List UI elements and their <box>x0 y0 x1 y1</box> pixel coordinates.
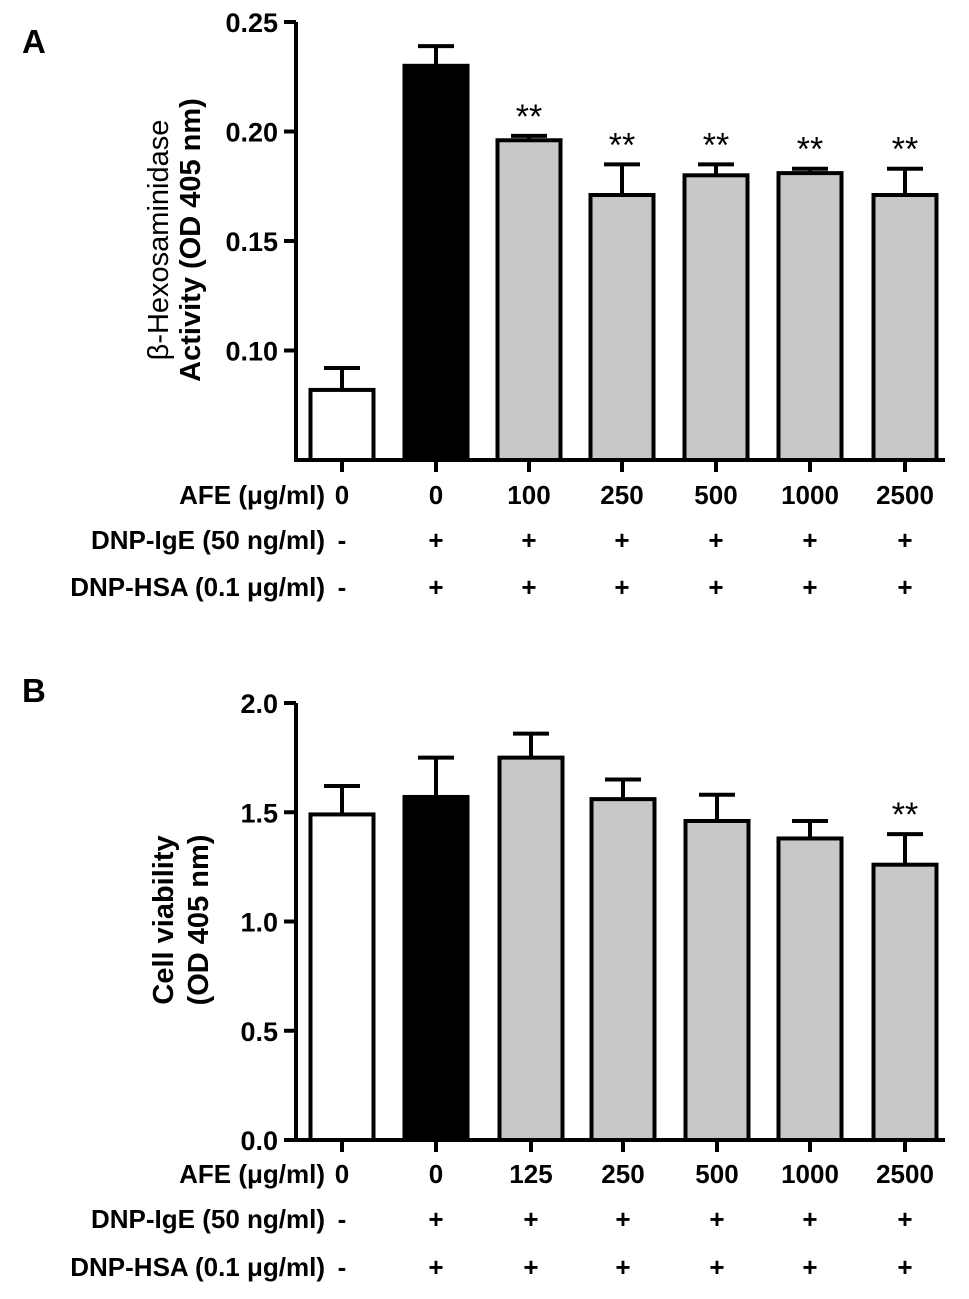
panel-b-y-tick-label: 1.5 <box>240 798 278 828</box>
panel-a-y-tick-label: 0.25 <box>225 8 278 38</box>
panel-b-y-tick-label: 2.0 <box>240 689 278 719</box>
panel-b-chart: B Cell viability (OD 405 nm) 0.0 0.5 1.0 1.… <box>22 672 945 1282</box>
panel-a-condition-row-label: DNP-IgE (50 ng/ml) <box>91 525 325 555</box>
panel-a-bar <box>776 171 844 463</box>
panel-a-condition-cell: + <box>428 572 443 602</box>
panel-a-bar <box>588 193 656 462</box>
panel-a-condition-cell: 1000 <box>781 480 839 510</box>
panel-b-condition-cell: 0 <box>429 1159 443 1189</box>
panel-b-condition-cell: 500 <box>695 1159 738 1189</box>
panel-b-condition-row-label: AFE (μg/ml) <box>179 1159 325 1189</box>
panel-b-bar <box>589 797 657 1142</box>
panel-a-y-tick-label: 0.20 <box>225 118 278 148</box>
panel-a-bar <box>308 387 376 463</box>
panel-a-significance-marker: ** <box>892 131 918 169</box>
panel-a-condition-cell: + <box>708 525 723 555</box>
panel-b-condition-cell: 0 <box>335 1159 349 1189</box>
panel-b-condition-cell: + <box>615 1204 630 1234</box>
panel-a-bar <box>402 63 470 463</box>
panel-b-condition-cell: 125 <box>509 1159 552 1189</box>
panel-b-y-tick-label: 0.5 <box>240 1017 278 1047</box>
panel-a-condition-cell: + <box>614 572 629 602</box>
panel-b-condition-cell: + <box>428 1204 443 1234</box>
panel-a-y-axis-title-line1: β-Hexosaminidase <box>143 120 175 361</box>
panel-b-y-tick-label: 1.0 <box>240 908 278 938</box>
panel-a-bar <box>495 138 563 462</box>
panel-a-significance-marker: ** <box>516 98 542 136</box>
panel-a-bar <box>682 173 750 463</box>
panel-a-y-axis-title: β-Hexosaminidase Activity (OD 405 nm) <box>143 98 207 382</box>
panel-a-condition-cell: + <box>521 525 536 555</box>
panel-b-condition-cell: + <box>709 1252 724 1282</box>
panel-a-bar <box>871 193 939 462</box>
panel-a-condition-cell: + <box>708 572 723 602</box>
panel-a-condition-cell: - <box>338 525 347 555</box>
panel-a-condition-cell: + <box>802 572 817 602</box>
panel-b-condition-cell: - <box>338 1252 347 1282</box>
panel-b-condition-cell: + <box>428 1252 443 1282</box>
panel-a-significance-marker: ** <box>703 126 729 164</box>
panel-a-condition-cell: + <box>614 525 629 555</box>
panel-a-y-tick-label: 0.15 <box>225 227 278 257</box>
panel-b-condition-cell: + <box>897 1204 912 1234</box>
panel-b-condition-row-label: DNP-IgE (50 ng/ml) <box>91 1204 325 1234</box>
panel-a-letter: A <box>22 23 46 60</box>
panel-b-bar <box>683 818 751 1142</box>
panel-a-condition-cell: 100 <box>507 480 550 510</box>
panel-b-condition-cell: - <box>338 1204 347 1234</box>
panel-b-bar <box>402 794 470 1143</box>
panel-a-condition-cell: 0 <box>335 480 349 510</box>
panel-a-condition-cell: 0 <box>429 480 443 510</box>
panel-b-condition-cell: + <box>523 1252 538 1282</box>
panel-a-chart: A β-Hexosaminidase Activity (OD 405 nm) … <box>22 8 945 602</box>
panel-a-condition-row-label: DNP-HSA (0.1 μg/ml) <box>70 572 325 602</box>
panel-a-condition-cell: + <box>897 572 912 602</box>
panel-b-significance-marker: ** <box>892 796 918 834</box>
panel-b-bar <box>776 836 844 1142</box>
panel-b-condition-cell: 250 <box>601 1159 644 1189</box>
panel-a-condition-cell: 500 <box>694 480 737 510</box>
panel-b-condition-cell: + <box>523 1204 538 1234</box>
panel-b-condition-cell: + <box>615 1252 630 1282</box>
panel-b-y-axis-title: Cell viability (OD 405 nm) <box>148 835 215 1006</box>
panel-a-condition-cell: + <box>428 525 443 555</box>
panel-b-y-axis-title-line2: (OD 405 nm) <box>183 835 215 1006</box>
panel-a-condition-cell: + <box>897 525 912 555</box>
panel-b-condition-cell: + <box>709 1204 724 1234</box>
panel-b-condition-cell: 2500 <box>876 1159 934 1189</box>
panel-b-bar <box>497 755 565 1142</box>
panel-b-bar <box>871 862 939 1142</box>
panel-b-condition-cell: + <box>802 1252 817 1282</box>
panel-b-letter: B <box>22 672 46 709</box>
panel-a-significance-marker: ** <box>609 126 635 164</box>
panel-b-condition-cell: + <box>897 1252 912 1282</box>
panel-b-condition-cell: 1000 <box>781 1159 839 1189</box>
panel-a-condition-cell: 250 <box>600 480 643 510</box>
panel-a-condition-cell: + <box>521 572 536 602</box>
panel-a-condition-cell: + <box>802 525 817 555</box>
panel-a-condition-cell: 2500 <box>876 480 934 510</box>
panel-b-bar <box>308 812 376 1142</box>
panel-b-condition-row-label: DNP-HSA (0.1 μg/ml) <box>70 1252 325 1282</box>
panel-a-condition-row-label: AFE (μg/ml) <box>179 480 325 510</box>
panel-a-y-axis-title-line2: Activity (OD 405 nm) <box>175 98 207 382</box>
panel-b-y-tick-label: 0.0 <box>240 1126 278 1156</box>
panel-a-condition-cell: - <box>338 572 347 602</box>
panel-b-y-axis-title-line1: Cell viability <box>148 835 180 1004</box>
panel-a-significance-marker: ** <box>797 131 823 169</box>
panel-a-y-tick-label: 0.10 <box>225 337 278 367</box>
panel-b-condition-cell: + <box>802 1204 817 1234</box>
